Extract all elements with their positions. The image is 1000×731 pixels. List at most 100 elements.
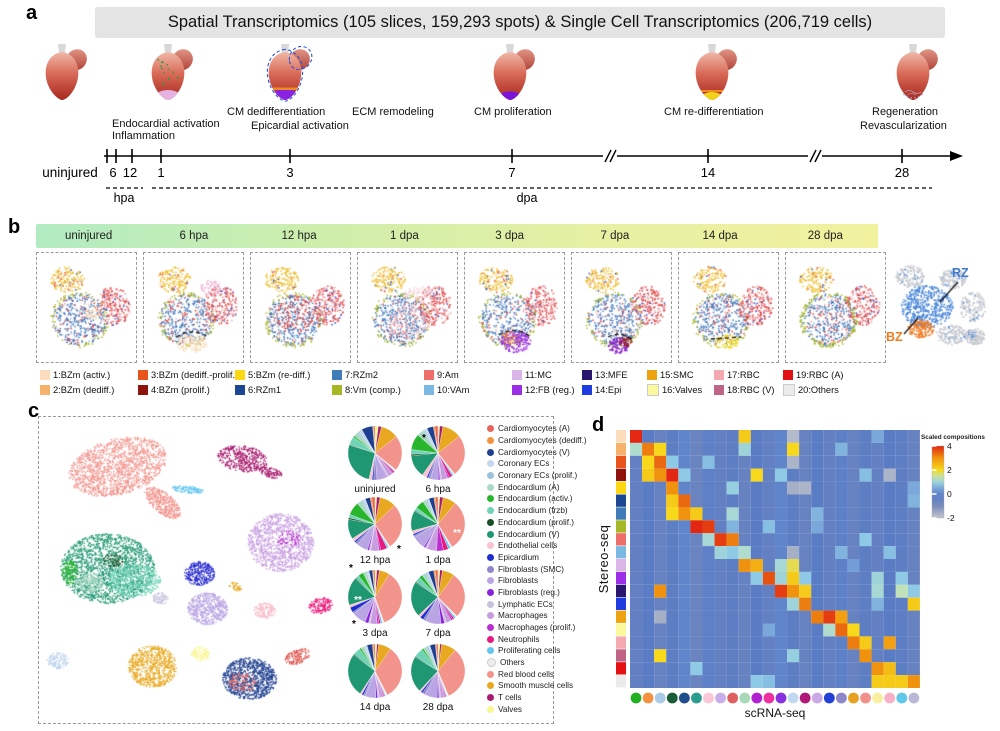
cell-type-item-5: Endocardium (A) [487, 481, 577, 493]
pie-label-2: 12 hpa [360, 555, 391, 566]
cell-type-label-17: Macrophages (prolif.) [498, 623, 576, 633]
colorbar-tick-2: 0 [947, 489, 952, 499]
cell-type-dot-0 [487, 425, 494, 433]
spatial-scatter-3 [358, 253, 456, 361]
heart-icon-prolif [493, 44, 535, 100]
legend-item-16: 16:Valves [647, 382, 702, 397]
legend-swatch-7 [332, 369, 342, 380]
panel-b-label: b [8, 216, 21, 238]
cell-type-dot-22 [487, 682, 494, 690]
stage-inflammation: Inflammation [112, 130, 175, 142]
legend-label-20: 20:Others [798, 384, 839, 395]
legend-swatch-8 [332, 384, 342, 395]
legend-b-column-5: 11:MC 12:FB (reg.) [512, 367, 575, 397]
timepoint-header-28dpa: 28 dpa [807, 230, 843, 242]
cell-type-dot-14 [487, 588, 494, 596]
svg-text:*: * [352, 619, 356, 630]
pie-label-0: uninjured [354, 484, 395, 495]
legend-item-19: 19:RBC (A) [783, 367, 844, 382]
heart-icon-rediff [695, 44, 737, 100]
svg-text:**: ** [453, 528, 461, 539]
legend-item-15: 15:SMC [647, 367, 702, 382]
heart-icon-dediff [266, 44, 313, 102]
legend-label-12: 12:FB (reg.) [525, 384, 575, 395]
legend-label-10: 10:VAm [437, 384, 470, 395]
svg-text:*: * [422, 433, 426, 444]
cell-type-label-1: Cardiomyocytes (dediff.) [498, 436, 587, 446]
legend-swatch-17 [714, 369, 724, 380]
legend-swatch-10 [424, 384, 434, 395]
heart-icon-regen [896, 44, 938, 100]
spatial-scatter-0 [37, 253, 135, 361]
legend-item-12: 12:FB (reg.) [512, 382, 575, 397]
pie-label-4: 3 dpa [362, 628, 387, 639]
spatial-section-12-hpa [250, 252, 351, 363]
cell-type-item-13: Fibroblasts [487, 575, 577, 587]
cell-type-dot-19 [487, 647, 494, 655]
cell-type-label-20: Others [500, 658, 525, 668]
cell-type-label-23: T cells [498, 693, 522, 703]
cell-type-label-6: Endocardium (activ.) [498, 494, 573, 504]
cell-type-item-24: Valves [487, 704, 577, 716]
cell-type-dot-11 [487, 553, 494, 561]
rz-bz-inset-section [884, 256, 996, 356]
pie-6-hpa: * 6 hpa [410, 425, 466, 495]
cell-type-dot-23 [487, 694, 494, 702]
legend-item-8: 8:Vm (comp.) [332, 382, 401, 397]
pie-label-6: 14 dpa [360, 702, 391, 713]
spatial-section-1-dpa [357, 252, 458, 363]
legend-item-6: 6:RZm1 [235, 382, 310, 397]
legend-b-column-6: 13:MFE 14:Epi [582, 367, 628, 397]
legend-label-5: 5:BZm (re-diff.) [248, 369, 311, 380]
pie-12-hpa: * 12 hpa [347, 496, 403, 566]
cell-type-dot-3 [487, 460, 494, 468]
spatial-scatter-1 [144, 253, 242, 361]
legend-swatch-6 [235, 384, 245, 395]
cell-type-label-2: Cardiomyocytes (V) [498, 447, 570, 457]
timeline-tick-label: 6 [109, 165, 116, 180]
legend-item-1: 1:BZm (activ.) [40, 367, 114, 382]
colorbar-tick-3: -2 [947, 513, 955, 523]
timepoint-header-14dpa: 14 dpa [702, 230, 738, 242]
spatial-section-3-dpa [464, 252, 565, 363]
colorbar-tick-0: 4 [947, 442, 952, 451]
cell-type-dot-8 [487, 518, 494, 526]
cell-type-label-10: Endothelial cells [498, 541, 558, 551]
timepoint-header-12hpa: 12 hpa [281, 230, 317, 242]
panel-d-label: d [592, 414, 605, 436]
legend-swatch-12 [512, 384, 522, 395]
spatial-section-28-dpa [785, 252, 886, 363]
legend-item-18: 18:RBC (V) [714, 382, 775, 397]
cell-type-label-22: Smooth muscle cells [498, 681, 574, 691]
cell-type-label-15: Lymphatic ECs [498, 599, 553, 609]
legend-b-column-4: 9:Am 10:VAm [424, 367, 469, 397]
timepoint-header-7dpa: 7 dpa [600, 230, 630, 242]
legend-item-13: 13:MFE [582, 367, 628, 382]
legend-b-column-3: 7:RZm2 8:Vm (comp.) [332, 367, 401, 397]
spatial-section-6-hpa [143, 252, 244, 363]
pie-1-dpa: ** 1 dpa [410, 496, 466, 566]
legend-swatch-14 [582, 384, 592, 395]
cell-type-label-18: Neutrophils [498, 634, 540, 644]
legend-label-4: 4:BZm (prolif.) [151, 384, 210, 395]
legend-label-9: 9:Am [437, 369, 459, 380]
legend-swatch-5 [235, 369, 245, 380]
pie-28-dpa: 28 dpa [410, 643, 466, 713]
legend-swatch-15 [647, 369, 657, 380]
pie-uninjured: uninjured [347, 425, 403, 495]
cell-type-item-19: Proliferating cells [487, 645, 577, 657]
legend-item-20: 20:Others [783, 382, 844, 397]
legend-item-4: 4:BZm (prolif.) [138, 382, 238, 397]
legend-label-18: 18:RBC (V) [727, 384, 775, 395]
cell-type-item-6: Endocardium (activ.) [487, 493, 577, 505]
pie-3-dpa: ****3 dpa [347, 563, 403, 639]
cell-type-dot-15 [487, 600, 494, 608]
cell-type-label-16: Macrophages [498, 611, 548, 621]
heart-icon-inflam [151, 44, 193, 100]
cell-type-label-21: Red blood cells [498, 669, 554, 679]
pie-7-dpa: 7 dpa [410, 569, 466, 639]
legend-item-3: 3:BZm (dediff.-prolif.) [138, 367, 238, 382]
cell-type-item-0: Cardiomyocytes (A) [487, 423, 577, 435]
heatmap-y-axis-label: Stereo-seq [596, 524, 611, 594]
pie-label-5: 7 dpa [425, 628, 450, 639]
